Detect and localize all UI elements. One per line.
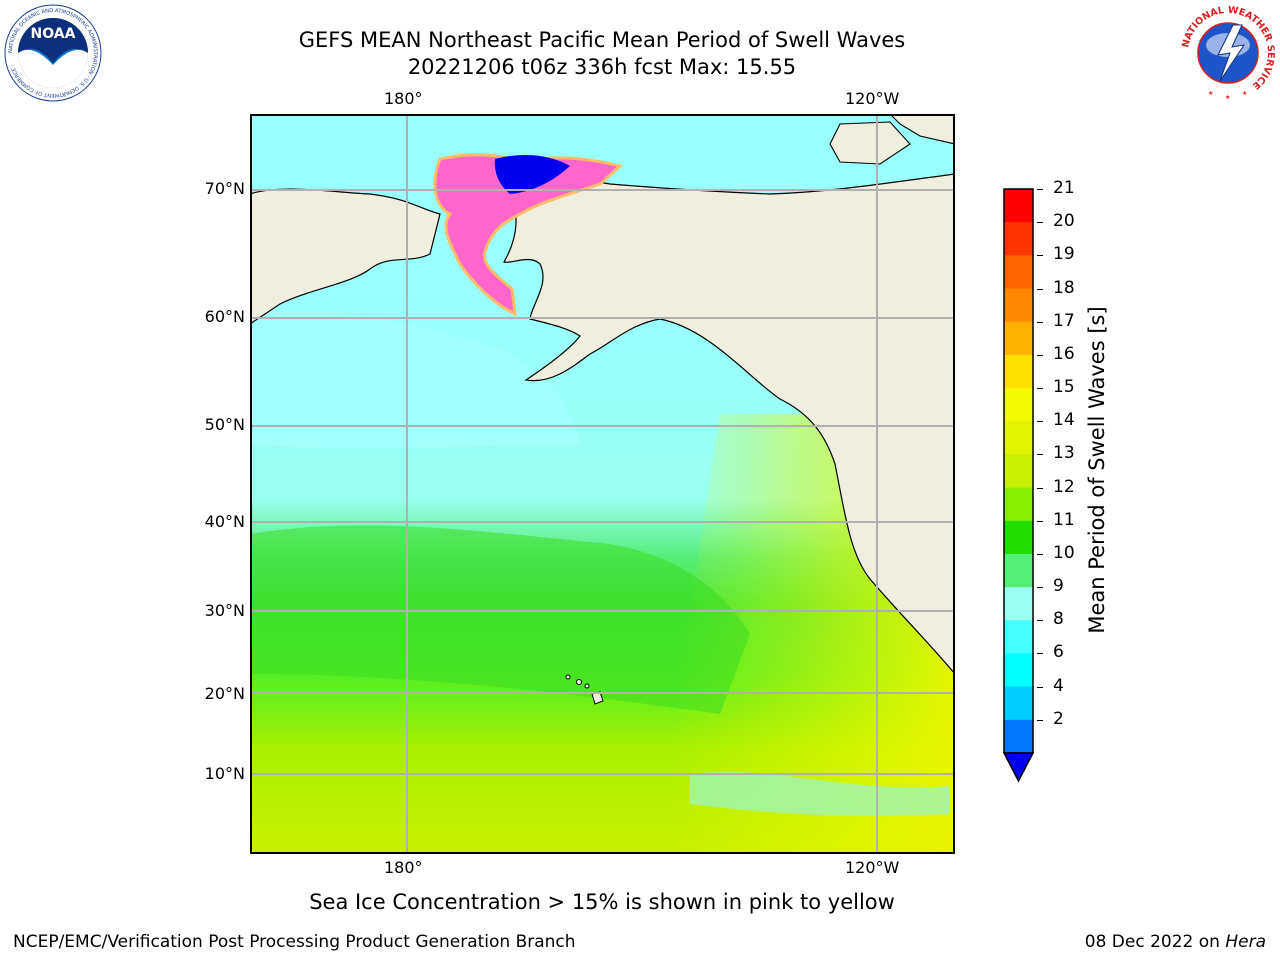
colorbar-segment [1004, 421, 1033, 455]
colorbar-segment [1004, 454, 1033, 489]
colorbar-segment [1004, 719, 1033, 754]
north-america-landmass [503, 173, 955, 675]
colorbar-tick-mark [1037, 189, 1043, 190]
colorbar-segment [1004, 520, 1033, 555]
sea-ice-note: Sea Ice Concentration > 15% is shown in … [309, 890, 895, 914]
map-subtitle: 20221206 t06z 336h fcst Max: 15.55 [407, 55, 797, 79]
colorbar-tick-label: 4 [1053, 675, 1064, 696]
colorbar-tick-label: 2 [1053, 708, 1064, 729]
colorbar-tick-label: 10 [1053, 542, 1075, 563]
colorbar-tick-mark [1037, 288, 1043, 290]
colorbar-segment [1004, 487, 1033, 522]
lat-label: 60°N [204, 307, 245, 326]
colorbar-tick-label: 6 [1053, 642, 1064, 663]
lat-label: 30°N [204, 601, 245, 620]
colorbar-tick-mark [1037, 222, 1043, 224]
colorbar-tick-label: 9 [1053, 576, 1064, 597]
colorbar-tick-mark [1037, 388, 1043, 390]
graticule [250, 114, 955, 854]
lat-label: 40°N [204, 512, 245, 531]
colorbar-tick-mark [1037, 553, 1043, 555]
colorbar-tick-mark [1037, 587, 1043, 589]
noaa-logo-text: NOAA [31, 26, 76, 42]
colorbar-tick-mark [1037, 487, 1043, 489]
colorbar-tick-label: 14 [1053, 410, 1075, 431]
colorbar-segment [1004, 388, 1033, 422]
colorbar-tick-mark [1037, 454, 1043, 456]
colorbar-tick-mark [1037, 321, 1043, 323]
sea-ice-core [494, 154, 570, 194]
colorbar-tick-mark [1037, 620, 1043, 622]
colorbar-segment [1004, 686, 1033, 721]
colorbar-segment [1004, 321, 1033, 356]
colorbar-segment [1004, 354, 1033, 389]
colorbar-segment [1004, 255, 1033, 290]
top-lon-label: 120°W [845, 89, 900, 108]
colorbar-tick-label: 17 [1053, 310, 1075, 331]
colorbar-tick-mark [1037, 653, 1043, 655]
colorbar-tick-label: 21 [1053, 178, 1075, 198]
svg-text:★: ★ [1208, 90, 1213, 97]
colorbar-segment [1004, 189, 1033, 223]
colorbar-tick-mark [1037, 686, 1043, 688]
svg-text:★: ★ [1225, 94, 1230, 101]
colorbar-tick-label: 18 [1053, 277, 1075, 298]
colorbar-tick-label: 19 [1053, 244, 1075, 265]
footer-credit: NCEP/EMC/Verification Post Processing Pr… [13, 932, 576, 952]
colorbar-tick-mark [1037, 255, 1043, 257]
colorbar-tick-label: 20 [1053, 211, 1075, 232]
colorbar-tick-mark [1037, 719, 1043, 721]
colorbar-tick-mark [1037, 421, 1043, 423]
hawaii-islands [565, 674, 604, 705]
footer-machine: Hera [1225, 932, 1266, 952]
top-lon-label: 180° [384, 89, 423, 108]
colorbar-tick-label: 13 [1053, 443, 1075, 464]
colorbar-label: Mean Period of Swell Waves [s] [1085, 306, 1109, 634]
colorbar-tick-mark [1037, 520, 1043, 522]
colorbar [1002, 188, 1035, 783]
colorbar-segment [1004, 553, 1033, 588]
colorbar-tick-label: 15 [1053, 377, 1075, 398]
map-frame [250, 114, 955, 854]
colorbar-tick-label: 11 [1053, 509, 1075, 530]
noaa-logo: NATIONAL OCEANIC AND ATMOSPHERIC ADMINIS… [4, 4, 102, 102]
colorbar-segment [1004, 222, 1033, 256]
svg-text:★: ★ [1242, 90, 1247, 97]
colorbar-tick-mark [1037, 354, 1043, 356]
colorbar-segment [1004, 288, 1033, 323]
bottom-lon-label: 120°W [845, 858, 900, 877]
map-title: GEFS MEAN Northeast Pacific Mean Period … [298, 28, 906, 52]
nws-logo: NATIONAL WEATHER SERVICE ★ ★ ★ [1180, 5, 1276, 101]
colorbar-segment [1004, 653, 1033, 688]
lat-label: 50°N [204, 415, 245, 434]
lat-label: 20°N [204, 684, 245, 703]
colorbar-segment [1004, 620, 1033, 654]
colorbar-tick-label: 8 [1053, 609, 1064, 630]
bottom-lon-label: 180° [384, 858, 423, 877]
footer-date: 08 Dec 2022 on Hera [1084, 932, 1266, 952]
colorbar-extend-arrow [1002, 752, 1035, 783]
lat-label: 70°N [204, 179, 245, 198]
colorbar-segment [1004, 587, 1033, 621]
colorbar-tick-label: 16 [1053, 343, 1075, 364]
colorbar-tick-label: 12 [1053, 476, 1075, 497]
lat-label: 10°N [204, 764, 245, 783]
